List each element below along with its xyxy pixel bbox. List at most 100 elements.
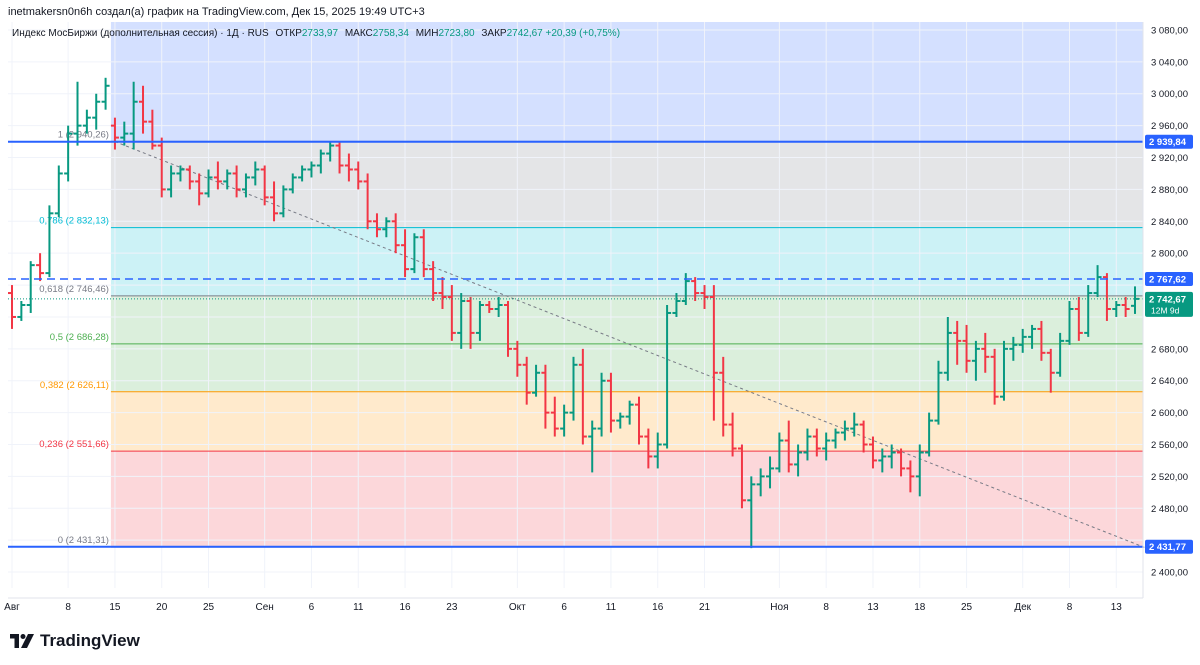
- ohlc-bar: [382, 217, 391, 238]
- ohlc-bar: [784, 420, 793, 473]
- ohlc-bar: [148, 109, 157, 150]
- ohlc-bar: [803, 428, 812, 461]
- price-tick-label: 2 480,00: [1151, 504, 1188, 515]
- ohlc-bar: [1121, 297, 1130, 317]
- ohlc-bar: [110, 117, 119, 150]
- time-tick-label: 15: [109, 602, 121, 613]
- ohlc-bar: [298, 165, 307, 182]
- time-tick-label: Окт: [509, 602, 526, 613]
- ohlc-bar: [644, 428, 653, 469]
- price-label-text: 2 767,62: [1149, 274, 1186, 285]
- ohlc-bar: [560, 404, 569, 437]
- ohlc-bar: [101, 77, 110, 110]
- ohlc-bar: [475, 301, 484, 341]
- ohlc-bar: [326, 141, 335, 162]
- time-tick-label: 16: [399, 602, 411, 613]
- ohlc-bar: [588, 420, 597, 473]
- ohlc-bar: [597, 372, 606, 437]
- ohlc-bar: [635, 396, 644, 445]
- time-tick-label: 18: [914, 602, 926, 613]
- price-tick-label: 2 400,00: [1151, 568, 1188, 579]
- time-tick-label: 25: [203, 602, 215, 613]
- ohlc-bar: [569, 356, 578, 421]
- fib-level-label: 0 (2 431,31): [58, 535, 109, 546]
- fib-level-label: 0,786 (2 832,13): [39, 216, 109, 227]
- ohlc-bar: [410, 233, 419, 274]
- price-tick-label: 3 000,00: [1151, 89, 1188, 100]
- fib-zone: [110, 295, 1144, 344]
- fib-zone-fills: [110, 22, 1144, 548]
- ohlc-bar: [307, 161, 316, 178]
- ohlc-bar: [1056, 332, 1065, 377]
- time-tick-label: 6: [561, 602, 567, 613]
- ohlc-bar: [232, 165, 241, 198]
- ohlc-bar: [794, 444, 803, 477]
- ohlc-bar: [999, 340, 1008, 401]
- open-value: 2733,97: [301, 28, 339, 39]
- ohlc-bar: [167, 165, 176, 198]
- price-label-text: 2 431,77: [1149, 542, 1186, 553]
- ohlc-bar: [700, 285, 709, 309]
- ohlc-bar: [1102, 273, 1111, 321]
- low-value: 2723,80: [438, 28, 475, 39]
- ohlc-bar: [372, 213, 381, 238]
- ohlc-bar: [64, 125, 73, 182]
- last-price-badge: [1145, 291, 1193, 317]
- ohlc-bar: [709, 285, 718, 421]
- price-label-badge: [1145, 539, 1193, 554]
- ohlc-bar: [129, 81, 138, 150]
- ohlc-bar: [887, 444, 896, 469]
- ohlc-bar: [606, 372, 615, 433]
- low-label: МИН: [415, 28, 439, 39]
- price-tick-label: 2 560,00: [1151, 440, 1188, 451]
- ohlc-bar: [934, 360, 943, 425]
- price-label-badge: [1145, 134, 1193, 149]
- ohlc-bar: [990, 348, 999, 405]
- trend-line[interactable]: [114, 141, 1145, 548]
- high-value: 2758,34: [372, 28, 409, 39]
- fib-zone: [110, 391, 1144, 452]
- fib-zone: [110, 22, 1144, 142]
- time-tick-label: Авг: [4, 602, 20, 613]
- ohlc-bar: [503, 301, 512, 357]
- ohlc-bar: [157, 137, 166, 198]
- ohlc-bar: [831, 428, 840, 449]
- tradingview-logo-icon: [10, 634, 34, 648]
- ohlc-bar: [1009, 336, 1018, 361]
- ohlc-bar: [550, 396, 559, 437]
- time-tick-label: 8: [65, 602, 71, 613]
- ohlc-bar: [54, 165, 63, 218]
- time-tick-label: Дек: [1014, 602, 1031, 613]
- price-axis[interactable]: 2 400,00 2 480,00 2 520,00 2 560,00 2 600,00…: [1142, 22, 1188, 598]
- fib-level-label: 0,5 (2 686,28): [50, 332, 109, 343]
- time-axis[interactable]: Авг 8 15 20 25 Сен 6 11 16 23 Окт 6 11 16 21 Ноя 8 13 18 25…: [4, 597, 1143, 613]
- ohlc-bar: [270, 181, 279, 222]
- ohlc-bar: [139, 85, 148, 134]
- ohlc-bar: [943, 316, 952, 381]
- ohlc-bar: [260, 165, 269, 206]
- ohlc-bar: [906, 460, 915, 493]
- price-tick-label: 2 680,00: [1151, 344, 1188, 355]
- ohlc-bar: [223, 169, 232, 190]
- instrument-name[interactable]: Индекс МосБиржи (дополнительная сессия) …: [12, 28, 269, 39]
- symbol-legend[interactable]: Индекс МосБиржи (дополнительная сессия) …: [12, 28, 620, 39]
- ohlc-bar: [840, 420, 849, 441]
- ohlc-bar: [8, 285, 16, 329]
- fib-zone: [110, 343, 1144, 392]
- time-tick-label: 8: [823, 602, 829, 613]
- ohlc-bar: [1093, 265, 1102, 298]
- price-tick-label: 2 600,00: [1151, 408, 1188, 419]
- tradingview-logo[interactable]: TradingView: [10, 630, 140, 652]
- ohlc-bar: [391, 213, 400, 254]
- ohlc-bar: [466, 297, 475, 349]
- ohlc-bar: [513, 340, 522, 377]
- price-tick-label: 2 880,00: [1151, 185, 1188, 196]
- ohlc-bar: [316, 149, 325, 174]
- ohlc-bar: [868, 436, 877, 469]
- price-tick-label: 2 640,00: [1151, 376, 1188, 387]
- fib-zone: [110, 227, 1144, 296]
- ohlc-bar: [176, 165, 185, 182]
- ohlc-bar: [747, 476, 756, 549]
